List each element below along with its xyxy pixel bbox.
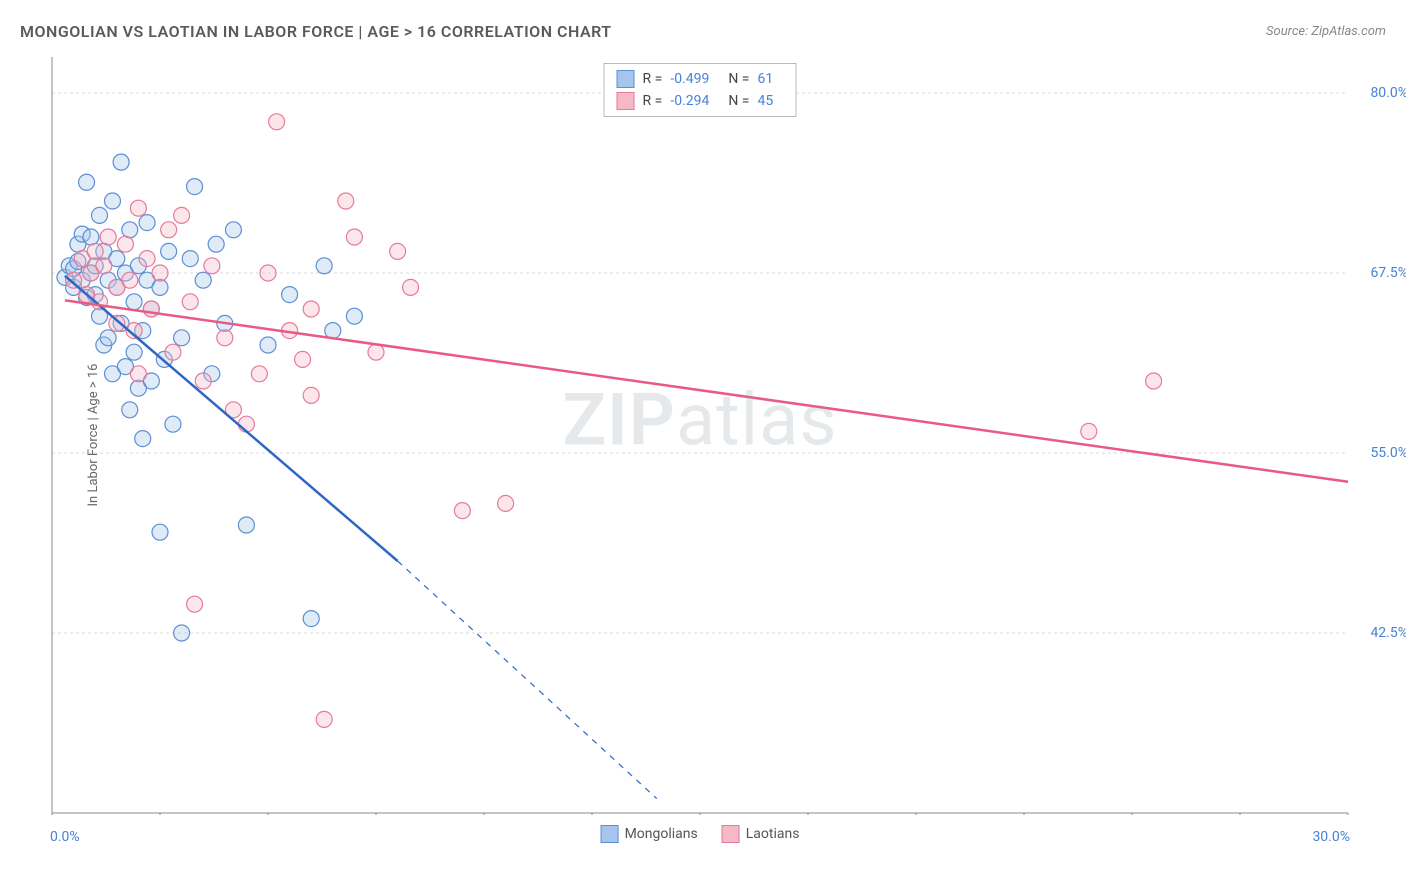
data-point [174,207,190,223]
data-point [316,258,332,274]
regression-line-extrapolated [398,561,657,799]
legend-label: Laotians [746,826,800,842]
data-point [165,416,181,432]
source-label: Source: ZipAtlas.com [1266,24,1386,39]
series-legend: Mongolians Laotians [601,825,800,843]
r-label: R = [643,71,663,87]
data-point [454,503,470,519]
data-point [109,315,125,331]
data-point [152,524,168,540]
data-point [238,517,254,533]
legend-item: Laotians [722,825,800,843]
data-point [251,366,267,382]
data-point [100,229,116,245]
data-point [92,207,108,223]
data-point [295,351,311,367]
data-point [122,402,138,418]
legend-swatch [617,70,635,88]
data-point [152,265,168,281]
data-point [83,229,99,245]
data-point [79,174,95,190]
data-point [130,366,146,382]
data-point [346,229,362,245]
data-point [303,387,319,403]
data-point [260,265,276,281]
data-point [66,272,82,288]
data-point [182,294,198,310]
data-point [182,251,198,267]
x-min-label: 0.0% [50,829,80,845]
n-value: 61 [757,71,783,87]
data-point [161,222,177,238]
data-point [260,337,276,353]
data-point [346,308,362,324]
data-point [208,236,224,252]
legend-swatch [617,92,635,110]
data-point [498,495,514,511]
data-point [130,200,146,216]
data-point [152,279,168,295]
data-point [117,236,133,252]
n-value: 45 [757,93,783,109]
legend-swatch [601,825,619,843]
data-point [122,272,138,288]
data-point [282,287,298,303]
y-tick-label: 55.0% [1370,445,1406,461]
data-point [100,330,116,346]
data-point [87,243,103,259]
data-point [126,344,142,360]
data-point [1146,373,1162,389]
data-point [195,272,211,288]
data-point [204,258,220,274]
r-label: R = [643,93,663,109]
y-tick-label: 80.0% [1370,85,1406,101]
regression-line [65,300,1348,481]
data-point [139,251,155,267]
data-point [139,215,155,231]
data-point [161,243,177,259]
data-point [403,279,419,295]
data-point [126,294,142,310]
n-label: N = [728,71,749,87]
y-tick-label: 67.5% [1370,265,1406,281]
data-point [122,222,138,238]
legend-swatch [722,825,740,843]
data-point [174,330,190,346]
legend-label: Mongolians [625,826,698,842]
chart-area: In Labor Force | Age > 16 ZIPatlas R = -… [50,55,1350,815]
data-point [225,222,241,238]
correlation-row: R = -0.294 N = 45 [617,90,784,112]
r-value: -0.499 [670,71,720,87]
x-max-label: 30.0% [1312,829,1350,845]
data-point [303,611,319,627]
data-point [165,344,181,360]
data-point [269,114,285,130]
chart-title: MONGOLIAN VS LAOTIAN IN LABOR FORCE | AG… [20,22,612,41]
data-point [303,301,319,317]
data-point [96,258,112,274]
data-point [187,596,203,612]
data-point [187,179,203,195]
correlation-legend: R = -0.499 N = 61 R = -0.294 N = 45 [604,63,797,117]
data-point [368,344,384,360]
data-point [1081,423,1097,439]
data-point [104,193,120,209]
data-point [390,243,406,259]
correlation-row: R = -0.499 N = 61 [617,68,784,90]
r-value: -0.294 [670,93,720,109]
scatter-plot [50,55,1350,815]
n-label: N = [728,93,749,109]
data-point [338,193,354,209]
data-point [113,154,129,170]
data-point [174,625,190,641]
data-point [135,431,151,447]
data-point [316,711,332,727]
data-point [217,330,233,346]
legend-item: Mongolians [601,825,698,843]
y-tick-label: 42.5% [1370,625,1406,641]
data-point [195,373,211,389]
